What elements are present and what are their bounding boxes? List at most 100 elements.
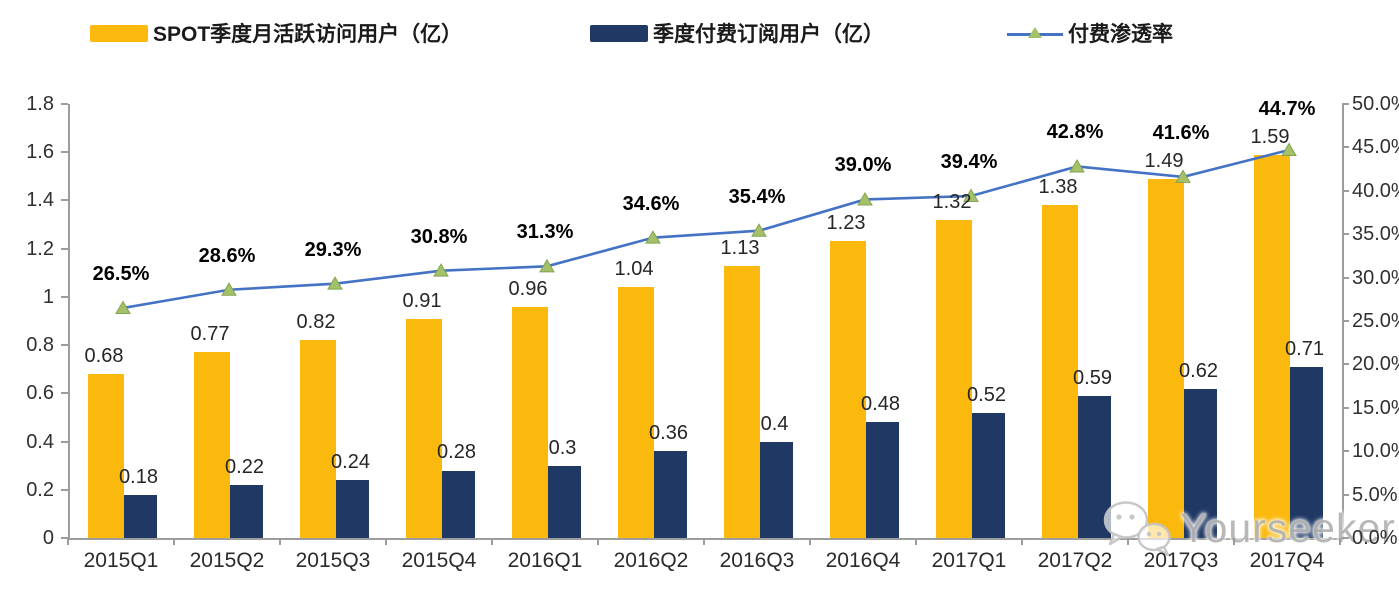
subs-value-label: 0.18: [119, 465, 158, 488]
x-axis-tick: [491, 538, 493, 545]
left-axis-tick-label: 1.8: [26, 93, 54, 115]
right-axis-tick: [1342, 406, 1349, 409]
bar-mau: [406, 318, 442, 538]
triangle-marker-icon: [1175, 169, 1191, 183]
bar-mau: [1042, 205, 1078, 538]
x-axis-category-label: 2017Q4: [1249, 549, 1325, 572]
bar-mau: [1254, 154, 1290, 538]
mau-value-label: 1.13: [720, 236, 760, 259]
x-axis-tick: [279, 538, 281, 545]
mau-value-label: 0.82: [296, 311, 336, 334]
subs-value-label: 0.59: [1073, 366, 1112, 389]
right-axis-tick: [1342, 363, 1349, 366]
left-axis-tick-label: 1: [42, 285, 54, 308]
subs-value-label: 0.52: [967, 383, 1006, 406]
x-axis-tick: [809, 538, 811, 545]
bar-subs: [760, 441, 793, 538]
mau-value-label: 1.59: [1250, 125, 1290, 148]
penetration-percent-label: 35.4%: [728, 185, 786, 208]
subs-value-label: 0.24: [331, 451, 370, 474]
bar-subs: [866, 422, 899, 538]
triangle-marker-icon: [221, 282, 237, 296]
right-axis-tick-label: 10.0%: [1352, 440, 1399, 463]
mau-value-label: 1.23: [826, 212, 866, 235]
x-axis-category-label: 2016Q1: [507, 549, 583, 572]
x-axis-category-label: 2015Q3: [295, 549, 371, 572]
left-axis-tick: [61, 488, 68, 491]
subs-value-label: 0.4: [760, 412, 789, 435]
right-axis-tick-label: 50.0%: [1352, 93, 1399, 115]
right-axis-tick-label: 45.0%: [1352, 136, 1399, 159]
bar-mau: [194, 352, 230, 538]
right-axis-tick: [1342, 146, 1349, 149]
bar-subs: [654, 451, 687, 538]
subs-value-label: 0.22: [225, 455, 264, 478]
legend-item-penetration: 付费渗透率: [1007, 18, 1173, 48]
left-axis-tick-label: 0.4: [26, 430, 54, 453]
bar-mau: [300, 340, 336, 538]
right-axis-tick: [1342, 276, 1349, 279]
plot-area: [68, 104, 1344, 540]
left-axis-tick: [61, 344, 68, 347]
left-axis-tick: [61, 151, 68, 154]
triangle-marker-icon: [1281, 142, 1297, 157]
right-axis-tick: [1342, 450, 1349, 453]
penetration-percent-label: 44.7%: [1258, 97, 1316, 120]
mau-value-label: 1.04: [614, 258, 654, 281]
right-axis-tick-label: 35.0%: [1352, 223, 1399, 246]
x-axis-category-label: 2015Q4: [401, 549, 477, 572]
triangle-marker-icon: [645, 230, 661, 244]
x-axis-category-label: 2017Q3: [1143, 549, 1219, 572]
x-axis-tick: [1021, 538, 1023, 545]
left-axis-tick-label: 0.2: [26, 478, 54, 501]
penetration-percent-label: 42.8%: [1046, 121, 1104, 144]
mau-value-label: 1.38: [1038, 176, 1078, 199]
right-axis-tick-label: 15.0%: [1352, 396, 1399, 419]
line-marker-sample: [1007, 25, 1063, 42]
subs-value-label: 0.3: [548, 436, 577, 459]
subs-swatch: [590, 24, 648, 42]
bar-mau: [724, 265, 760, 538]
right-axis-tick: [1342, 233, 1349, 236]
bar-mau: [830, 241, 866, 538]
bar-subs: [972, 412, 1005, 538]
right-axis-tick-label: 30.0%: [1352, 266, 1399, 289]
x-axis-tick: [1233, 538, 1235, 545]
subs-value-label: 0.71: [1285, 337, 1324, 360]
subs-value-label: 0.48: [861, 393, 900, 416]
bar-subs: [124, 494, 157, 538]
bar-mau: [512, 306, 548, 538]
right-axis-tick-label: 25.0%: [1352, 310, 1399, 332]
left-axis-tick-label: 1.4: [26, 189, 54, 212]
left-axis-tick: [61, 537, 68, 539]
mau-swatch: [90, 24, 148, 42]
x-axis-category-label: 2015Q2: [189, 549, 265, 572]
right-axis-tick: [1342, 537, 1349, 539]
bar-mau: [618, 287, 654, 538]
right-axis-tick-label: 20.0%: [1352, 353, 1399, 376]
left-axis-tick-label: 1.6: [26, 141, 54, 164]
subs-value-label: 0.62: [1179, 359, 1218, 382]
x-axis-tick: [703, 538, 705, 545]
bar-mau: [1148, 178, 1184, 538]
triangle-marker-icon: [963, 188, 979, 203]
subs-value-label: 0.28: [437, 441, 476, 464]
watermark-text: Yourseeker: [1180, 504, 1396, 551]
x-axis-category-label: 2015Q1: [83, 549, 159, 572]
left-axis-tick-label: 0.6: [26, 382, 54, 405]
penetration-percent-label: 39.0%: [834, 154, 892, 177]
triangle-marker-icon: [327, 276, 343, 290]
x-axis-category-label: 2016Q2: [613, 549, 689, 572]
bar-mau: [936, 219, 972, 538]
mau-value-label: 0.96: [508, 277, 548, 300]
watermark: Yourseeker: [1098, 492, 1396, 564]
legend-item-mau: SPOT季度月活跃访问用户（亿）: [90, 18, 462, 48]
mau-value-label: 1.49: [1144, 149, 1184, 172]
left-axis-tick: [61, 392, 68, 395]
left-axis-tick: [61, 295, 68, 298]
x-axis-category-label: 2017Q2: [1037, 549, 1113, 572]
right-axis-tick-label: 40.0%: [1352, 179, 1399, 202]
right-axis-tick-label: 0.0%: [1352, 527, 1398, 549]
penetration-percent-label: 34.6%: [622, 192, 680, 215]
